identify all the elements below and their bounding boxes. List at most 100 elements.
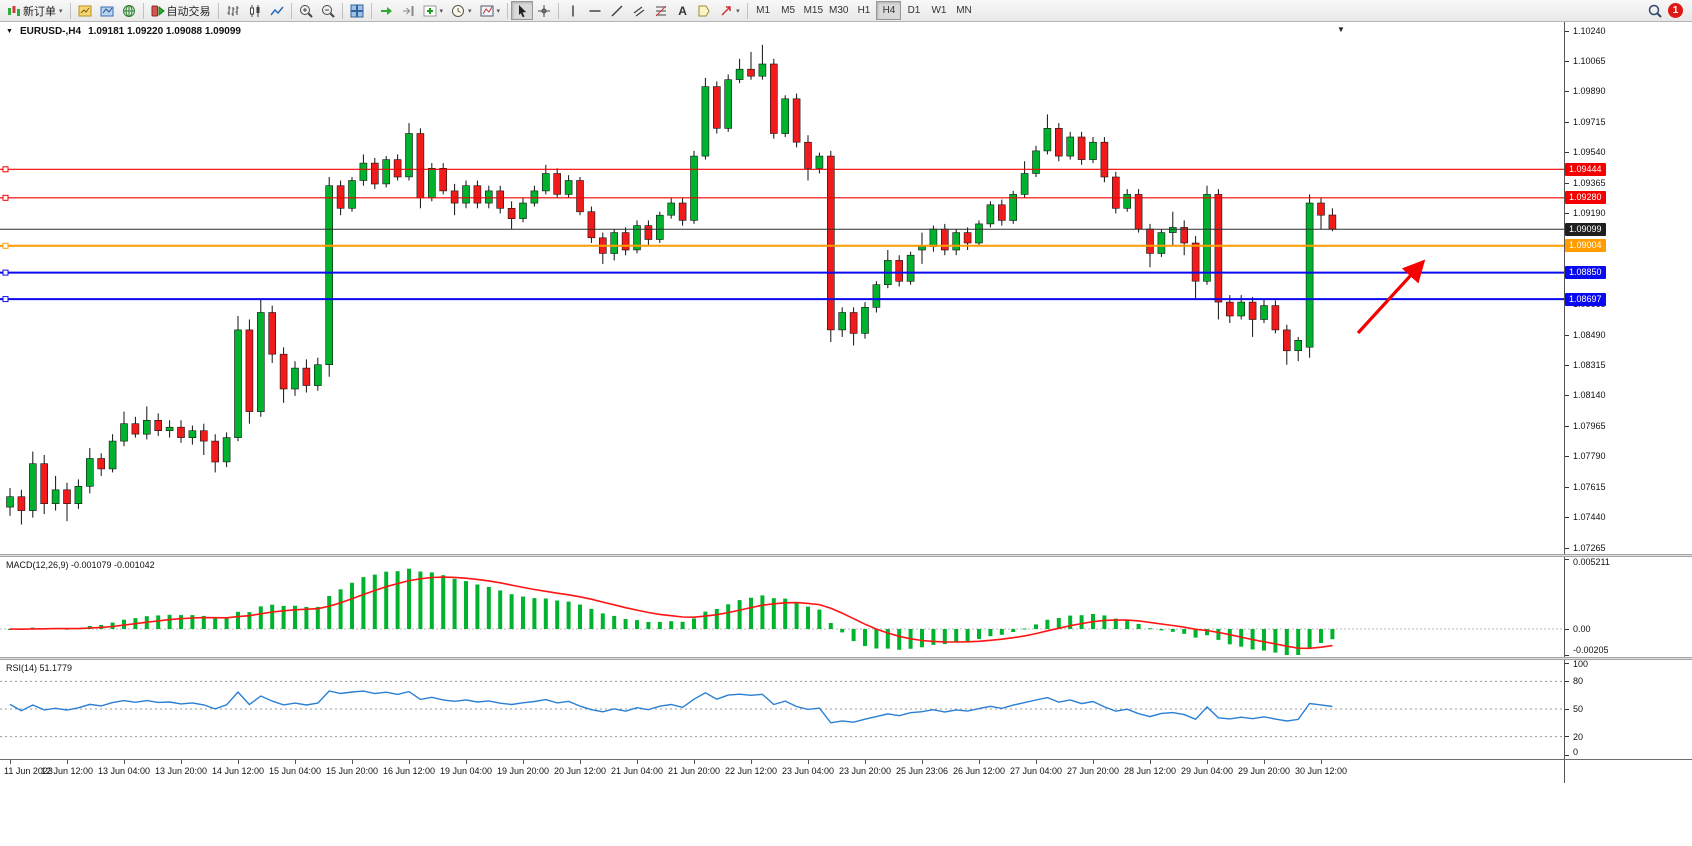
bar-chart-button[interactable] xyxy=(222,1,244,20)
price-tick-mark xyxy=(1565,30,1569,32)
time-tick xyxy=(1093,760,1094,764)
autotrading-button[interactable]: 自动交易 xyxy=(147,1,215,20)
trend-arrow-annotation[interactable] xyxy=(1356,259,1426,335)
time-label: 15 Jun 04:00 xyxy=(268,766,322,776)
time-label: 23 Jun 04:00 xyxy=(781,766,835,776)
price-chart-canvas[interactable]: ▼ EURUSD-,H4 1.09181 1.09220 1.09088 1.0… xyxy=(0,22,1564,554)
macd-canvas[interactable]: MACD(12,26,9) -0.001079 -0.001042 xyxy=(0,557,1564,657)
time-tick xyxy=(238,760,239,764)
new-order-button[interactable]: 新订单 ▾ xyxy=(3,1,67,20)
time-tick xyxy=(523,760,524,764)
hline-anchor[interactable] xyxy=(2,269,9,276)
price-tick-label: 1.09190 xyxy=(1573,207,1606,218)
timeframe-M30[interactable]: M30 xyxy=(826,1,851,20)
one-click-panel-arrow-icon[interactable]: ▼ xyxy=(1337,25,1345,34)
time-label: 15 Jun 20:00 xyxy=(325,766,379,776)
indicators-button[interactable]: ▾ xyxy=(419,1,448,20)
trendline-button[interactable] xyxy=(606,1,628,20)
price-tick-label: 1.10240 xyxy=(1573,25,1606,36)
time-label: 27 Jun 20:00 xyxy=(1066,766,1120,776)
rsi-label: RSI(14) 51.1779 xyxy=(6,663,73,673)
macd-scale[interactable]: 0.005211 0.00 -0.00205 xyxy=(1564,557,1692,657)
auto-scroll-button[interactable] xyxy=(375,1,397,20)
price-tag-1.09444: 1.09444 xyxy=(1565,162,1606,176)
zoom-out-button[interactable] xyxy=(317,1,339,20)
timeframe-D1[interactable]: D1 xyxy=(901,1,926,20)
timeframe-M5[interactable]: M5 xyxy=(776,1,801,20)
data-window-button[interactable] xyxy=(118,1,140,20)
time-label: 27 Jun 04:00 xyxy=(1009,766,1063,776)
cursor-button[interactable] xyxy=(511,1,534,20)
profiles-button[interactable] xyxy=(96,1,118,20)
fibonacci-button[interactable] xyxy=(650,1,672,20)
timeframe-M15[interactable]: M15 xyxy=(801,1,826,20)
rsi-tick-label: 50 xyxy=(1573,704,1584,714)
time-label: 22 Jun 12:00 xyxy=(724,766,778,776)
candlestick-chart-button[interactable] xyxy=(244,1,266,20)
price-scale[interactable]: 1.10240 1.10065 1.09890 1.09715 1.09540 1.093… xyxy=(1564,22,1692,554)
hline-anchor[interactable] xyxy=(2,194,9,201)
tile-windows-button[interactable] xyxy=(346,1,368,20)
main-toolbar: 新订单 ▾ 自动交易 ▾ ▾ ▾ A xyxy=(0,0,1692,22)
time-label: 21 Jun 04:00 xyxy=(610,766,664,776)
toolbar-separator xyxy=(507,2,509,19)
price-tick-label: 1.07440 xyxy=(1573,512,1606,523)
panel-splitter[interactable] xyxy=(0,657,1692,660)
price-tick-label: 1.08140 xyxy=(1573,390,1606,401)
price-tick-label: 1.09365 xyxy=(1573,177,1606,188)
hline-anchor[interactable] xyxy=(2,166,9,173)
price-tick-label: 1.09890 xyxy=(1573,86,1606,97)
panel-splitter[interactable] xyxy=(0,554,1692,557)
crosshair-button[interactable] xyxy=(533,1,555,20)
time-tick xyxy=(808,760,809,764)
rsi-tick-label: 20 xyxy=(1573,731,1584,742)
timeframe-H4[interactable]: H4 xyxy=(876,1,902,20)
time-label: 13 Jun 20:00 xyxy=(154,766,208,776)
time-axis[interactable]: 11 Jun 2023 12 Jun 12:00 13 Jun 04:00 13 Ju… xyxy=(0,759,1692,783)
price-tick-label: 1.09715 xyxy=(1573,116,1606,127)
time-tick xyxy=(295,760,296,764)
chart-shift-button[interactable] xyxy=(397,1,419,20)
time-tick xyxy=(409,760,410,764)
autotrading-label: 自动交易 xyxy=(166,5,211,18)
rsi-tick-mark xyxy=(1565,754,1569,756)
new-order-icon xyxy=(7,4,21,18)
rsi-tick-mark xyxy=(1565,736,1569,738)
timeframe-M1[interactable]: M1 xyxy=(751,1,776,20)
vertical-line-button[interactable] xyxy=(562,1,584,20)
new-chart-button[interactable] xyxy=(74,1,96,20)
periods-button[interactable]: ▾ xyxy=(447,1,476,20)
chevron-down-icon: ▾ xyxy=(496,7,501,15)
text-label-button[interactable] xyxy=(693,1,715,20)
chevron-down-icon: ▾ xyxy=(439,7,444,15)
templates-button[interactable]: ▾ xyxy=(476,1,505,20)
line-chart-button[interactable] xyxy=(266,1,288,20)
search-button[interactable] xyxy=(1644,1,1666,20)
price-tick-label: 1.08315 xyxy=(1573,360,1606,371)
price-tick-mark xyxy=(1565,212,1569,214)
time-label: 28 Jun 12:00 xyxy=(1123,766,1177,776)
hline-anchor[interactable] xyxy=(2,242,9,249)
timeframe-MN[interactable]: MN xyxy=(951,1,976,20)
price-tag-1.09280: 1.09280 xyxy=(1565,191,1606,205)
rsi-canvas[interactable]: RSI(14) 51.1779 xyxy=(0,660,1564,759)
candles-layer xyxy=(6,44,1337,525)
symbol-collapse-icon[interactable]: ▼ xyxy=(6,28,13,35)
channel-button[interactable] xyxy=(628,1,650,20)
time-label: 30 Jun 12:00 xyxy=(1294,766,1348,776)
time-label: 25 Jun 23:06 xyxy=(895,766,949,776)
zoom-in-button[interactable] xyxy=(295,1,317,20)
text-button[interactable]: A xyxy=(672,1,693,20)
hline-anchor[interactable] xyxy=(2,296,9,303)
price-tick-label: 1.10065 xyxy=(1573,55,1606,66)
chevron-down-icon: ▾ xyxy=(59,7,63,15)
timeframe-W1[interactable]: W1 xyxy=(926,1,951,20)
notification-badge[interactable]: 1 xyxy=(1668,3,1683,18)
timeframe-H1[interactable]: H1 xyxy=(851,1,876,20)
price-tick-mark xyxy=(1565,395,1569,397)
rsi-scale[interactable]: 100 80 50 20 0 xyxy=(1564,659,1692,759)
arrows-button[interactable]: ▾ xyxy=(715,1,744,20)
price-tick-label: 1.08490 xyxy=(1573,329,1606,340)
toolbar-separator xyxy=(558,2,560,19)
horizontal-line-button[interactable] xyxy=(584,1,606,20)
